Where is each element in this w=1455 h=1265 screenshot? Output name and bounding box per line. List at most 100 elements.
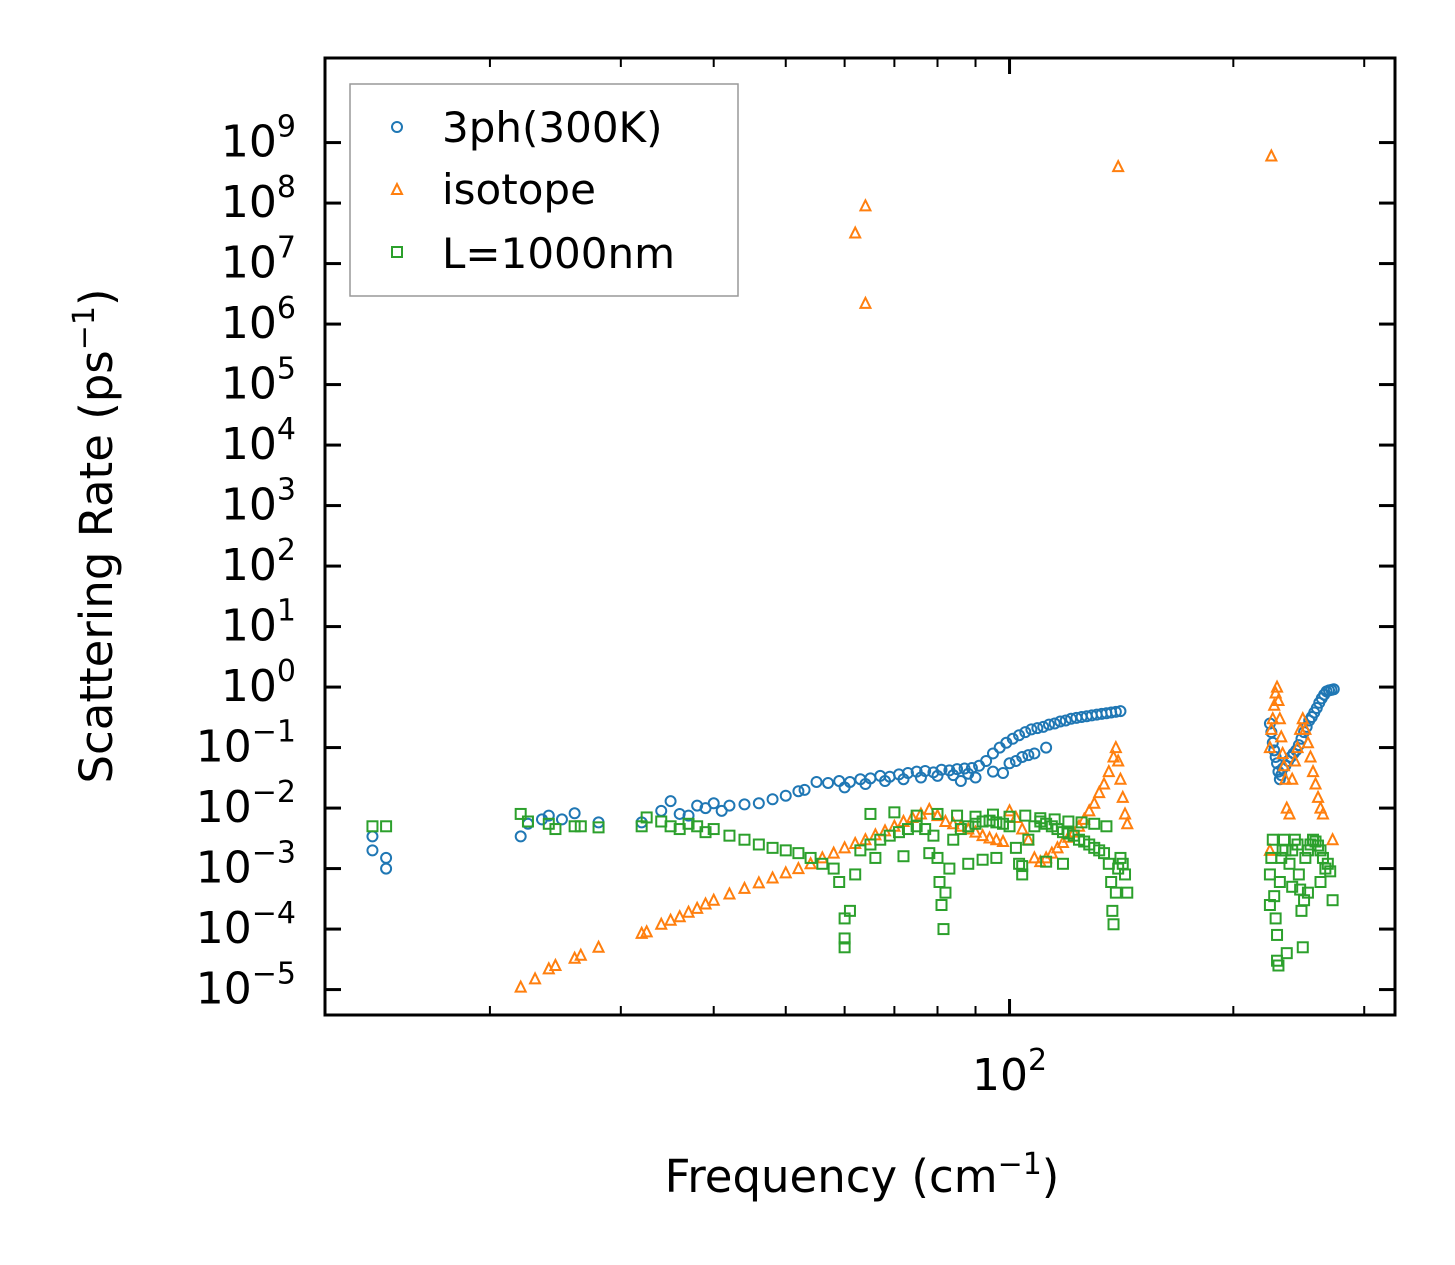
data-point: [640, 811, 653, 824]
data-point: [521, 815, 534, 828]
y-axis-label-sup: −1: [67, 306, 102, 350]
data-point: [827, 845, 841, 859]
data-point: [869, 851, 882, 864]
data-point: [1097, 776, 1111, 790]
data-point: [1296, 710, 1310, 725]
data-point: [989, 831, 1003, 846]
data-point: [1324, 865, 1337, 878]
data-point: [983, 814, 996, 827]
data-point: [1106, 749, 1121, 763]
data-point: [591, 939, 606, 953]
data-point: [1056, 857, 1069, 870]
data-point: [990, 851, 1003, 864]
data-point: [707, 823, 720, 836]
data-point: [1042, 718, 1055, 731]
data-point: [707, 892, 721, 906]
data-point: [1298, 894, 1311, 907]
data-point: [1009, 809, 1023, 823]
data-point: [1002, 803, 1017, 817]
y-tick-label: 101: [221, 594, 296, 652]
data-point: [682, 809, 695, 822]
data-point: [1054, 715, 1067, 728]
data-point: [1119, 868, 1132, 881]
data-point: [1048, 813, 1061, 826]
data-point: [1048, 717, 1061, 730]
data-point: [962, 767, 975, 780]
data-point: [919, 823, 932, 836]
data-point: [804, 851, 817, 864]
tick-layer: [325, 58, 1395, 1015]
data-point: [1100, 820, 1113, 833]
data-point: [1316, 806, 1330, 820]
legend-circle-marker: [391, 121, 403, 133]
data-point: [892, 826, 905, 839]
series-2: [366, 806, 1339, 972]
data-point: [931, 769, 944, 782]
data-point: [1075, 816, 1088, 829]
data-point: [1285, 771, 1299, 785]
data-point: [827, 862, 840, 875]
data-point: [849, 868, 862, 881]
data-point: [1273, 710, 1287, 725]
data-point: [1321, 857, 1334, 870]
data-point: [910, 809, 923, 822]
y-axis-label-end: ): [70, 288, 123, 306]
data-point: [1120, 816, 1134, 830]
data-point: [843, 904, 856, 917]
data-point: [1013, 729, 1026, 742]
data-point: [951, 763, 964, 776]
data-point: [1270, 679, 1284, 693]
data-point: [1288, 753, 1302, 767]
data-point: [1268, 744, 1281, 757]
data-point: [1264, 148, 1278, 162]
y-axis-label: Scattering Rate (ps−1): [67, 288, 123, 783]
y-tick-label: 10−2: [196, 775, 296, 833]
data-point: [986, 808, 999, 821]
data-point: [654, 916, 668, 930]
data-point: [1003, 810, 1016, 823]
data-point: [954, 775, 967, 788]
y-tick-label: 109: [221, 110, 296, 168]
data-point: [997, 817, 1010, 830]
data-point: [1109, 739, 1123, 754]
legend-triangle-marker: [390, 181, 404, 195]
data-point: [1016, 860, 1029, 873]
data-point: [1266, 710, 1280, 725]
data-point: [738, 798, 751, 811]
y-tick-label: 107: [221, 231, 296, 289]
legend-box: [349, 83, 739, 297]
data-point: [816, 857, 829, 870]
data-point: [1296, 941, 1309, 954]
data-point: [792, 847, 805, 860]
data-point: [1278, 771, 1293, 785]
data-point: [980, 754, 993, 767]
data-point: [380, 820, 393, 833]
data-point: [1298, 721, 1312, 735]
data-point: [986, 747, 999, 760]
data-point: [975, 827, 990, 842]
data-point: [568, 807, 581, 820]
data-point: [879, 775, 892, 788]
data-point: [935, 899, 948, 912]
data-point: [815, 850, 829, 864]
data-point: [1034, 812, 1047, 825]
data-point: [1107, 918, 1120, 931]
y-tick-label: 10−4: [196, 896, 296, 954]
data-point: [366, 844, 379, 857]
data-point: [1274, 729, 1288, 743]
data-point: [528, 971, 542, 985]
data-point: [1326, 894, 1339, 907]
data-point: [1009, 841, 1022, 854]
data-point: [962, 857, 975, 870]
data-point: [888, 806, 901, 819]
data-point: [574, 820, 587, 833]
data-point: [1276, 745, 1290, 759]
data-point: [969, 810, 982, 823]
legend: 3ph(300K) isotope L=1000nm: [349, 83, 739, 297]
data-point: [673, 908, 687, 923]
data-point: [939, 886, 952, 899]
data-point: [990, 816, 1003, 829]
legend-square-marker: [391, 246, 403, 258]
data-point: [1028, 747, 1041, 760]
